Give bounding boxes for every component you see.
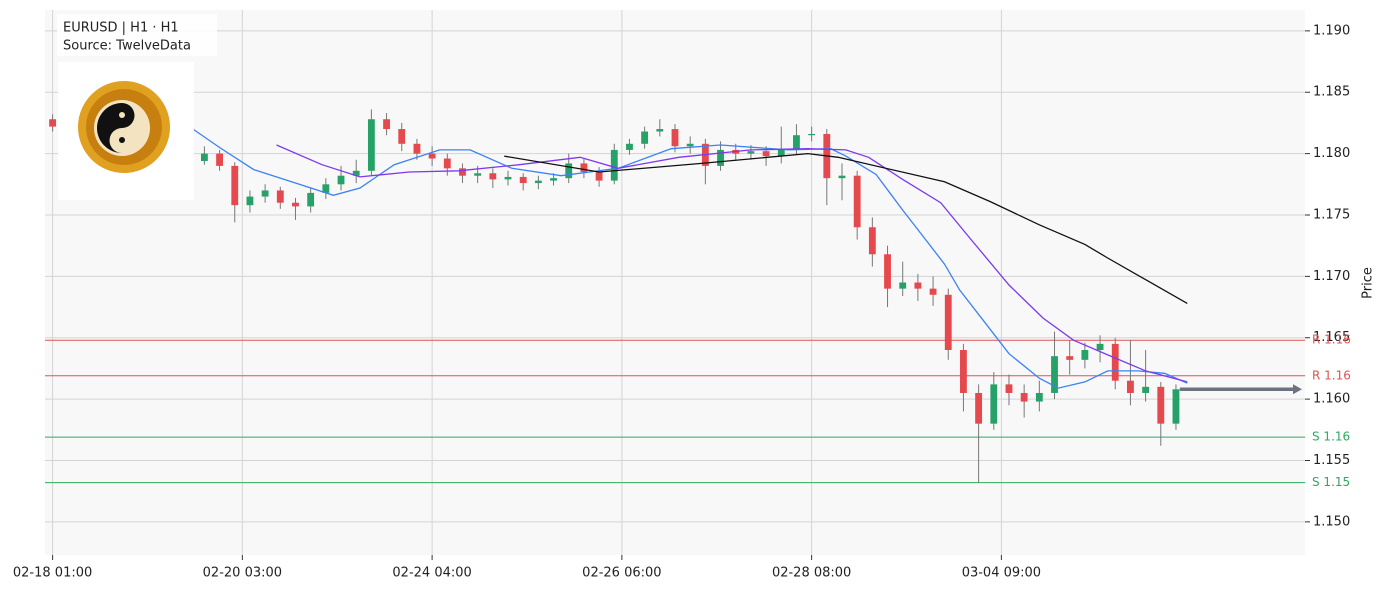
y-tick-label: 1.155 bbox=[1313, 453, 1350, 468]
y-tick-label: 1.190 bbox=[1313, 23, 1350, 38]
candle-body bbox=[1127, 380, 1134, 393]
candle-body bbox=[49, 119, 57, 127]
candle-body bbox=[550, 178, 557, 181]
price-arrow-head bbox=[1293, 384, 1302, 395]
candle-body bbox=[853, 175, 861, 228]
level-label: R 1.16 bbox=[1312, 333, 1351, 347]
candle-body bbox=[686, 143, 694, 147]
candle-body bbox=[641, 131, 649, 144]
candle-body bbox=[1111, 343, 1119, 381]
candle-body bbox=[352, 170, 360, 176]
logo-dot bbox=[119, 112, 125, 118]
candle-body bbox=[656, 129, 664, 132]
chart-title: EURUSD | H1 · H1 bbox=[63, 21, 179, 36]
candle-body bbox=[747, 151, 755, 154]
x-tick-label: 02-24 04:00 bbox=[392, 566, 471, 581]
candle-body bbox=[1005, 384, 1013, 393]
y-axis-label: Price bbox=[1361, 267, 1376, 299]
candle-body bbox=[459, 168, 466, 176]
candle-body bbox=[595, 172, 603, 181]
candle-body bbox=[231, 165, 239, 206]
candle-body bbox=[990, 384, 998, 424]
y-tick-label: 1.175 bbox=[1313, 207, 1350, 222]
candle-body bbox=[1035, 392, 1043, 402]
candle-body bbox=[838, 175, 846, 179]
logo-yinyang bbox=[97, 103, 135, 153]
candle-body bbox=[307, 192, 315, 207]
candle-body bbox=[276, 190, 284, 203]
y-tick-label: 1.185 bbox=[1313, 85, 1350, 100]
plot-area bbox=[45, 10, 1305, 555]
candle-body bbox=[1096, 343, 1104, 351]
candle-body bbox=[383, 119, 390, 130]
candle-body bbox=[367, 119, 375, 171]
candle-body bbox=[793, 135, 800, 150]
candle-body bbox=[1051, 356, 1058, 393]
candle-body bbox=[610, 149, 618, 181]
candle-body bbox=[960, 350, 967, 393]
candle-body bbox=[717, 149, 724, 166]
candle-body bbox=[200, 153, 208, 161]
candle-body bbox=[519, 176, 527, 184]
candle-body bbox=[1157, 386, 1165, 424]
candle-body bbox=[626, 143, 633, 150]
candle-body bbox=[914, 282, 922, 289]
level-label: S 1.16 bbox=[1312, 430, 1350, 444]
moving-average bbox=[276, 144, 1188, 383]
x-tick-label: 02-18 01:00 bbox=[13, 566, 92, 581]
candle-body bbox=[216, 153, 223, 166]
candle-body bbox=[261, 190, 269, 197]
candle-body bbox=[443, 158, 451, 169]
logo bbox=[58, 62, 194, 200]
candle-body bbox=[504, 176, 512, 180]
moving-average bbox=[192, 128, 1188, 389]
candle-body bbox=[671, 129, 679, 147]
candle-body bbox=[580, 163, 588, 173]
candle-body bbox=[322, 184, 330, 193]
candle-body bbox=[534, 180, 542, 184]
logo-dot bbox=[119, 137, 125, 143]
y-tick-label: 1.165 bbox=[1313, 330, 1350, 345]
candle-body bbox=[1142, 386, 1150, 393]
title-box bbox=[57, 14, 217, 56]
y-tick-label: 1.160 bbox=[1313, 392, 1350, 407]
candle-body bbox=[975, 392, 983, 424]
candle-body bbox=[762, 151, 770, 157]
candle-body bbox=[944, 294, 952, 351]
candle-body bbox=[292, 202, 299, 207]
x-tick-label: 02-26 06:00 bbox=[582, 566, 661, 581]
candle-body bbox=[884, 254, 891, 289]
y-tick-label: 1.150 bbox=[1313, 514, 1350, 529]
candle-body bbox=[474, 173, 482, 176]
chart-subtitle: Source: TwelveData bbox=[63, 39, 191, 54]
y-tick-label: 1.180 bbox=[1313, 146, 1350, 161]
candle-body bbox=[413, 143, 421, 154]
candle-body bbox=[489, 173, 497, 180]
x-tick-label: 02-20 03:00 bbox=[203, 566, 282, 581]
x-tick-label: 03-04 09:00 bbox=[962, 566, 1041, 581]
level-label: S 1.15 bbox=[1312, 475, 1350, 489]
candle-body bbox=[565, 163, 573, 179]
candle-body bbox=[1020, 392, 1028, 402]
candle-body bbox=[899, 282, 907, 289]
candle-body bbox=[777, 149, 785, 157]
candle-body bbox=[1172, 389, 1180, 424]
candle-body bbox=[868, 227, 876, 255]
candle-body bbox=[1066, 356, 1074, 360]
moving-average bbox=[504, 152, 1188, 304]
candle-body bbox=[398, 129, 406, 144]
candle-body bbox=[246, 196, 254, 206]
candle-body bbox=[929, 288, 937, 295]
level-label: R 1.16 bbox=[1312, 368, 1351, 382]
candle-body bbox=[1081, 350, 1089, 360]
candle-body bbox=[428, 153, 436, 159]
x-tick-label: 02-28 08:00 bbox=[772, 566, 851, 581]
y-tick-label: 1.170 bbox=[1313, 269, 1350, 284]
candle-body bbox=[808, 133, 816, 136]
candle-body bbox=[337, 175, 345, 185]
